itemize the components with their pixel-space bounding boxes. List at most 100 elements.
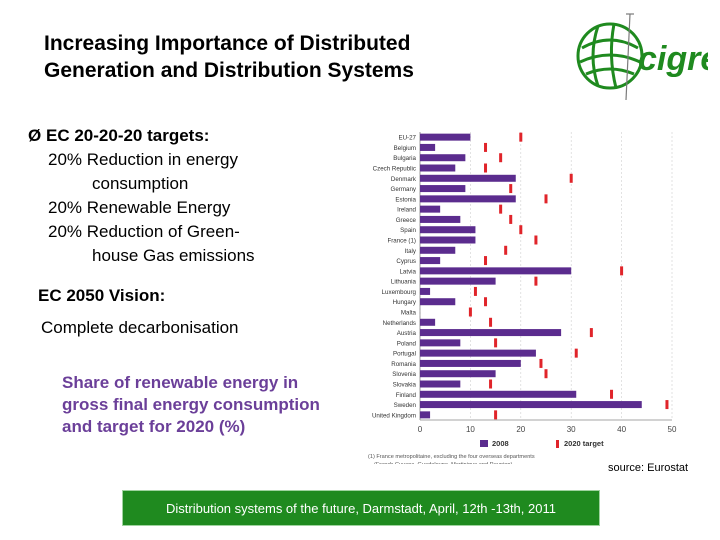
category-label: Malta: [401, 310, 417, 317]
x-tick-label: 50: [668, 425, 677, 434]
target-marker-2020: [544, 369, 548, 379]
category-label: Poland: [397, 340, 417, 347]
chart-caption-line-3: and target for 2020 (%): [62, 417, 246, 436]
category-label: Greece: [396, 217, 417, 224]
x-tick-label: 20: [516, 425, 525, 434]
category-label: Romania: [391, 361, 416, 368]
bar-2008: [420, 277, 496, 285]
category-label: Finland: [396, 392, 417, 399]
category-label: Sweden: [394, 402, 417, 409]
legend-label-2020-target: 2020 target: [564, 439, 604, 448]
target-marker-2020: [494, 338, 498, 348]
legend-label-2008: 2008: [492, 439, 509, 448]
category-label: Latvia: [399, 268, 416, 275]
target-energy-reduction: 20% Reduction in energy: [48, 150, 238, 169]
category-label: Estonia: [395, 196, 416, 203]
x-tick-label: 30: [567, 425, 576, 434]
footer-banner: Distribution systems of the future, Darm…: [122, 490, 600, 526]
vision-text: Complete decarbonisation: [41, 318, 239, 337]
target-marker-2020: [620, 266, 624, 276]
category-label: Cyprus: [396, 258, 416, 265]
target-marker-2020: [489, 379, 493, 389]
bar-2008: [420, 349, 536, 357]
category-label: Bulgaria: [393, 155, 416, 162]
category-label: Slovenia: [392, 371, 416, 378]
targets-heading: EC 20-20-20 targets:: [46, 126, 210, 145]
target-marker-2020: [494, 410, 498, 420]
bar-2008: [420, 370, 496, 378]
legend-swatch-2020-target: [556, 440, 559, 448]
target-marker-2020: [489, 317, 493, 327]
target-energy-reduction-cont: consumption: [92, 174, 189, 193]
category-label: Slovakia: [393, 382, 417, 389]
bar-2008: [420, 174, 516, 182]
bar-2008: [420, 257, 441, 265]
logo-text: cigré: [638, 40, 708, 78]
category-label: Denmark: [391, 176, 417, 183]
category-label: Lithuania: [391, 279, 417, 286]
source-note: source: Eurostat: [608, 462, 689, 474]
target-marker-2020: [484, 142, 488, 152]
target-marker-2020: [665, 400, 669, 410]
renewable-share-chart: 0 10 20 30 40 50 EU-27 Belgium Bulgaria Czech Rep…: [368, 132, 677, 464]
chart-footnote-line-2: (French Guyana, Guadeloupe, Martinique a…: [374, 462, 514, 464]
bullet-arrow-icon: Ø: [28, 126, 42, 145]
bar-2008: [420, 236, 476, 244]
target-marker-2020: [484, 297, 488, 307]
chart-footnote-line-1: (1) France metropolitaine, excluding the…: [368, 454, 535, 460]
slide-title-line-2: Generation and Distribution Systems: [44, 59, 414, 82]
legend-swatch-2008: [480, 440, 488, 447]
target-marker-2020: [509, 184, 513, 194]
bar-2008: [420, 205, 441, 213]
target-marker-2020: [468, 307, 472, 317]
category-label: Italy: [405, 248, 417, 255]
bar-2008: [420, 226, 476, 234]
chart-caption-line-2: gross final energy consumption: [62, 395, 320, 414]
bar-2008: [420, 164, 456, 172]
bar-2008: [420, 185, 466, 193]
bar-2008: [420, 411, 431, 419]
x-tick-label: 10: [466, 425, 475, 434]
category-label: Portugal: [393, 351, 416, 358]
bar-2008: [420, 133, 471, 141]
targets-list: Ø EC 20-20-20 targets: 20% Reduction in e…: [28, 124, 358, 268]
category-label: EU-27: [398, 135, 416, 142]
category-label: Netherlands: [383, 320, 416, 327]
cigre-logo: cigré: [576, 13, 708, 101]
target-marker-2020: [589, 328, 593, 338]
bar-2008: [420, 329, 562, 337]
chart-caption: Share of renewable energy in gross final…: [62, 372, 362, 438]
bar-2008: [420, 318, 436, 326]
target-marker-2020: [539, 358, 543, 368]
target-marker-2020: [519, 225, 523, 235]
target-marker-2020: [504, 245, 508, 255]
target-marker-2020: [473, 286, 477, 296]
target-marker-2020: [544, 194, 548, 204]
target-marker-2020: [509, 214, 513, 224]
chart-caption-line-1: Share of renewable energy in: [62, 373, 299, 392]
bar-2008: [420, 143, 436, 151]
bar-2008: [420, 215, 461, 223]
bar-2008: [420, 287, 431, 295]
bar-2008: [420, 339, 461, 347]
target-marker-2020: [534, 276, 538, 286]
bar-2008: [420, 195, 516, 203]
target-ghg-reduction-cont: house Gas emissions: [92, 246, 255, 265]
category-label: United Kingdom: [372, 412, 416, 419]
bar-2008: [420, 390, 577, 398]
targets-heading-row: Ø EC 20-20-20 targets:: [28, 124, 358, 148]
category-label: Luxembourg: [382, 289, 417, 296]
bar-2008: [420, 246, 456, 254]
category-label: Hungary: [393, 299, 417, 306]
slide-title: Increasing Importance of Distributed Gen…: [44, 30, 524, 84]
target-marker-2020: [499, 204, 503, 214]
category-label: Czech Republic: [373, 166, 416, 173]
bar-2008: [420, 401, 642, 409]
target-marker-2020: [574, 348, 578, 358]
x-tick-label: 0: [418, 425, 423, 434]
target-marker-2020: [484, 256, 488, 266]
target-marker-2020: [499, 153, 503, 163]
bar-2008: [420, 298, 456, 306]
category-label: Belgium: [394, 145, 416, 152]
target-renewable: 20% Renewable Energy: [48, 198, 231, 217]
